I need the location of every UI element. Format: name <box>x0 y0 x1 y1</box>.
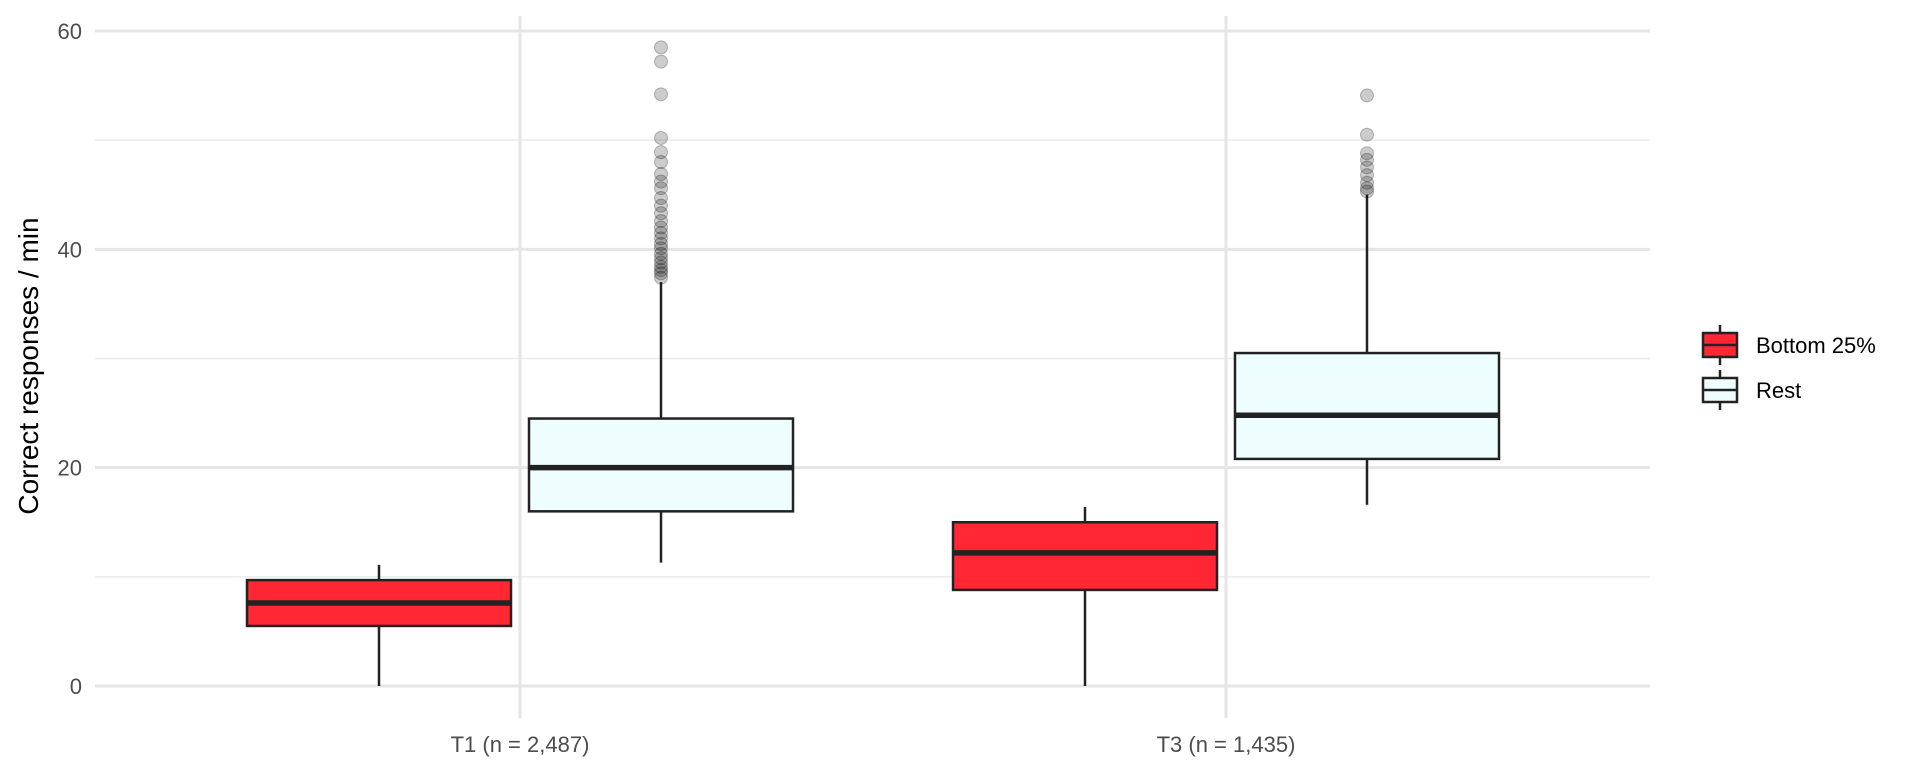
box-rest-t1 <box>527 40 795 563</box>
x-tick-label: T1 (n = 2,487) <box>451 732 590 757</box>
outlier-point <box>654 246 668 261</box>
outlier-point <box>654 174 668 189</box>
box-series <box>245 40 1501 686</box>
outlier-point <box>1360 127 1374 142</box>
outlier-point <box>1360 181 1374 196</box>
outlier-point <box>654 236 668 251</box>
y-tick-label: 60 <box>58 19 82 44</box>
outlier-point <box>1360 146 1374 161</box>
outlier-point <box>654 241 668 256</box>
x-axis-tick-labels: T1 (n = 2,487) T3 (n = 1,435) <box>451 732 1296 757</box>
y-axis-title: Correct responses / min <box>13 217 44 514</box>
legend-label: Rest <box>1756 378 1801 403</box>
outlier-point <box>654 181 668 196</box>
outlier-point <box>654 145 668 160</box>
outlier-point <box>1360 184 1374 199</box>
outlier-point <box>654 54 668 69</box>
box-bottom-25-t3 <box>951 506 1219 686</box>
outlier-point <box>654 155 668 169</box>
outlier-point <box>654 206 668 221</box>
outlier-point <box>654 191 668 206</box>
outlier-point <box>654 220 668 235</box>
box-bottom-25-t1 <box>245 564 513 686</box>
legend: Bottom 25% Rest <box>1701 325 1876 410</box>
outlier-point <box>654 167 668 182</box>
y-tick-label: 0 <box>70 674 82 699</box>
y-axis-tick-labels: 0 20 40 60 <box>58 19 82 699</box>
outlier-point <box>1360 160 1374 175</box>
major-gridlines <box>95 16 1650 718</box>
box-body <box>951 521 1219 592</box>
outlier-point <box>654 40 668 55</box>
outlier-point <box>654 130 668 145</box>
y-tick-label: 20 <box>58 456 82 481</box>
outlier-point <box>654 198 668 213</box>
outlier-point <box>654 270 668 285</box>
outlier-point <box>654 266 668 281</box>
outlier-point <box>654 87 668 102</box>
legend-item-rest: Rest <box>1701 370 1801 410</box>
outlier-point <box>1360 168 1374 183</box>
legend-item-bottom-25: Bottom 25% <box>1701 325 1876 365</box>
legend-label: Bottom 25% <box>1756 333 1876 358</box>
outlier-point <box>654 231 668 246</box>
outlier-point <box>1360 175 1374 190</box>
outlier-point <box>654 225 668 240</box>
outlier-point <box>654 255 668 270</box>
outlier-point <box>654 263 668 278</box>
box-rest-t3 <box>1233 88 1501 505</box>
outlier-point <box>654 259 668 274</box>
y-tick-label: 40 <box>58 237 82 262</box>
box-body <box>1233 351 1501 461</box>
outlier-point <box>654 213 668 228</box>
outlier-point <box>654 251 668 266</box>
outlier-point <box>1360 152 1374 167</box>
outlier-point <box>1360 88 1374 103</box>
x-tick-label: T3 (n = 1,435) <box>1157 732 1296 757</box>
